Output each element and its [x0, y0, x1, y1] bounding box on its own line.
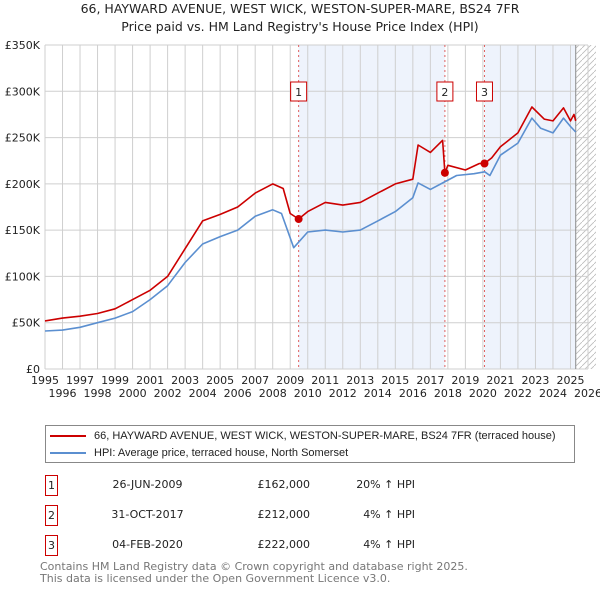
transaction-row: 2 31-OCT-2017 £212,000 4% ↑ HPI: [45, 505, 600, 526]
footer: Contains HM Land Registry data © Crown c…: [40, 561, 468, 585]
x-tick-label: 2013: [346, 374, 374, 387]
price-paid-line: [44, 106, 577, 322]
sale-point: [294, 215, 303, 224]
price-chart: 1995199619971998199920002001200220032004…: [5, 39, 600, 400]
shaded-region: [484, 45, 576, 369]
x-tick-label: 2011: [311, 374, 339, 387]
legend-label: 66, HAYWARD AVENUE, WEST WICK, WESTON-SU…: [94, 430, 556, 442]
y-tick-label: £0: [26, 363, 40, 376]
sale-badge-label: 2: [441, 86, 448, 99]
y-tick-label: £300K: [5, 85, 41, 98]
transaction-price: £162,000: [257, 478, 311, 491]
transaction-badge: 2: [45, 505, 58, 526]
chart-title: 66, HAYWARD AVENUE, WEST WICK, WESTON-SU…: [80, 1, 520, 16]
x-tick-label: 2015: [381, 374, 409, 387]
transaction-price: £212,000: [257, 508, 311, 521]
transaction-row: 3 04-FEB-2020 £222,000 4% ↑ HPI: [45, 535, 600, 556]
x-tick-label: 2014: [364, 387, 392, 400]
transaction-date: 26-JUN-2009: [112, 478, 183, 491]
legend-item-property: 66, HAYWARD AVENUE, WEST WICK, WESTON-SU…: [50, 428, 556, 444]
sale-point: [440, 168, 449, 177]
x-tick-label: 1995: [31, 374, 59, 387]
footer-licence: This data is licensed under the Open Gov…: [40, 572, 391, 585]
x-tick-label: 1998: [84, 387, 112, 400]
x-tick-label: 2009: [276, 374, 304, 387]
x-tick-label: 2021: [486, 374, 514, 387]
x-tick-label: 2002: [154, 387, 182, 400]
x-tick-label: 2000: [119, 387, 147, 400]
x-tick-label: 2020: [469, 387, 497, 400]
transaction-hpi: 4% ↑ HPI: [363, 508, 415, 521]
sale-badge-label: 1: [295, 86, 302, 99]
x-tick-label: 2023: [521, 374, 549, 387]
sale-badge-label: 3: [481, 86, 488, 99]
legend-label: HPI: Average price, terraced house, Nort…: [94, 447, 349, 459]
x-tick-label: 2004: [189, 387, 217, 400]
transaction-date: 31-OCT-2017: [111, 508, 184, 521]
y-tick-label: £200K: [5, 178, 41, 191]
x-tick-label: 2007: [241, 374, 269, 387]
y-tick-label: £50K: [12, 317, 41, 330]
chart-subtitle: Price paid vs. HM Land Registry's House …: [121, 19, 479, 34]
legend-item-hpi: HPI: Average price, terraced house, Nort…: [50, 445, 348, 461]
x-tick-label: 2006: [224, 387, 252, 400]
x-tick-label: 1997: [66, 374, 94, 387]
transaction-hpi: 4% ↑ HPI: [363, 538, 415, 551]
x-tick-label: 2017: [416, 374, 444, 387]
x-tick-label: 2022: [504, 387, 532, 400]
sale-badge: [290, 81, 308, 102]
x-tick-label: 2016: [399, 387, 427, 400]
x-tick-label: 1999: [101, 374, 129, 387]
x-tick-label: 2010: [294, 387, 322, 400]
y-tick-label: £150K: [5, 224, 41, 237]
transaction-date: 04-FEB-2020: [112, 538, 183, 551]
x-tick-label: 2018: [434, 387, 462, 400]
shaded-region: [298, 45, 445, 369]
x-tick-label: 1996: [49, 387, 77, 400]
legend-swatch-red: [50, 435, 86, 437]
transaction-badge: 1: [45, 475, 58, 496]
x-tick-label: 2019: [451, 374, 479, 387]
transaction-row: 1 26-JUN-2009 £162,000 20% ↑ HPI: [45, 475, 600, 496]
legend: 66, HAYWARD AVENUE, WEST WICK, WESTON-SU…: [45, 425, 575, 463]
forecast-hatch: [575, 45, 596, 369]
sale-badge: [475, 81, 493, 102]
transaction-price: £222,000: [257, 538, 311, 551]
x-tick-label: 2012: [329, 387, 357, 400]
x-tick-label: 2025: [556, 374, 584, 387]
x-tick-label: 2001: [136, 374, 164, 387]
sale-point: [480, 159, 489, 168]
x-tick-label: 2005: [206, 374, 234, 387]
sale-badge: [436, 81, 454, 102]
footer-copyright: Contains HM Land Registry data © Crown c…: [40, 560, 468, 573]
legend-swatch-blue: [50, 452, 86, 454]
x-tick-label: 2008: [259, 387, 287, 400]
y-tick-label: £250K: [5, 132, 41, 145]
y-tick-label: £100K: [5, 270, 41, 283]
transaction-hpi: 20% ↑ HPI: [356, 478, 415, 491]
x-tick-label: 2026: [574, 387, 600, 400]
transaction-badge: 3: [45, 535, 58, 556]
y-tick-label: £350K: [5, 39, 41, 52]
x-tick-label: 2024: [539, 387, 567, 400]
hpi-line: [44, 117, 577, 332]
x-tick-label: 2003: [171, 374, 199, 387]
